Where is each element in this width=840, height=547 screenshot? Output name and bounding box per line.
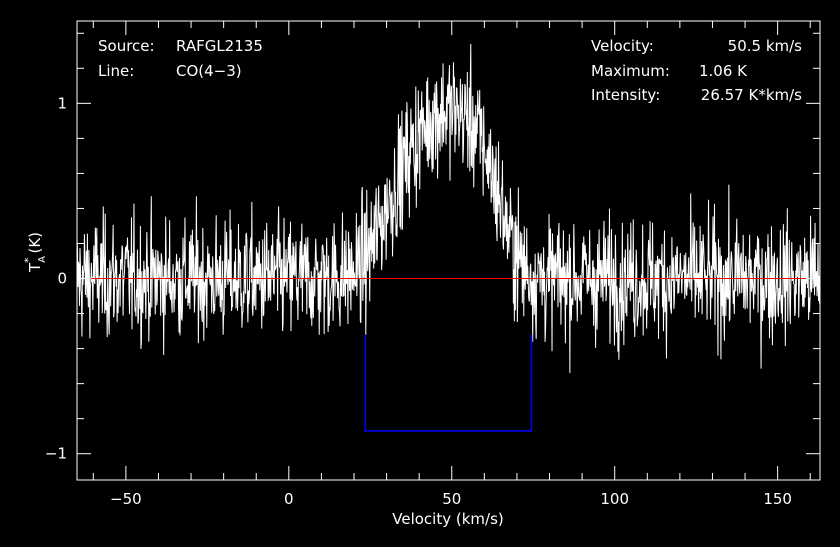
integration-window (364, 334, 533, 432)
intensity-label: Intensity: (591, 86, 660, 104)
maximum-label: Maximum: (591, 62, 670, 80)
intensity-value: 26.57 K*km/s (701, 86, 802, 104)
y-tick-label: 0 (57, 270, 67, 288)
spectrum-series-line (77, 43, 820, 373)
source-label: Source: (98, 37, 155, 55)
x-tick-label: 0 (284, 490, 294, 508)
y-tick-label: 1 (57, 94, 67, 112)
x-tick-label: 100 (600, 490, 629, 508)
x-tick-label: 150 (763, 490, 792, 508)
y-axis-label: TA*(K) (22, 232, 48, 273)
x-tick-label: −50 (110, 490, 142, 508)
y-tick-label: −1 (45, 445, 67, 463)
plot-frame (76, 20, 821, 481)
x-axis-label: Velocity (km/s) (392, 510, 503, 528)
source-value: RAFGL2135 (176, 37, 263, 55)
line-label: Line: (98, 62, 134, 80)
line-value: CO(4−3) (176, 62, 242, 80)
x-tick-label: 50 (442, 490, 461, 508)
velocity-value: 50.5 km/s (728, 37, 803, 55)
maximum-value: 1.06 K (699, 62, 748, 80)
velocity-label: Velocity: (591, 37, 654, 55)
svg-text:TA*(K): TA*(K) (22, 232, 48, 273)
